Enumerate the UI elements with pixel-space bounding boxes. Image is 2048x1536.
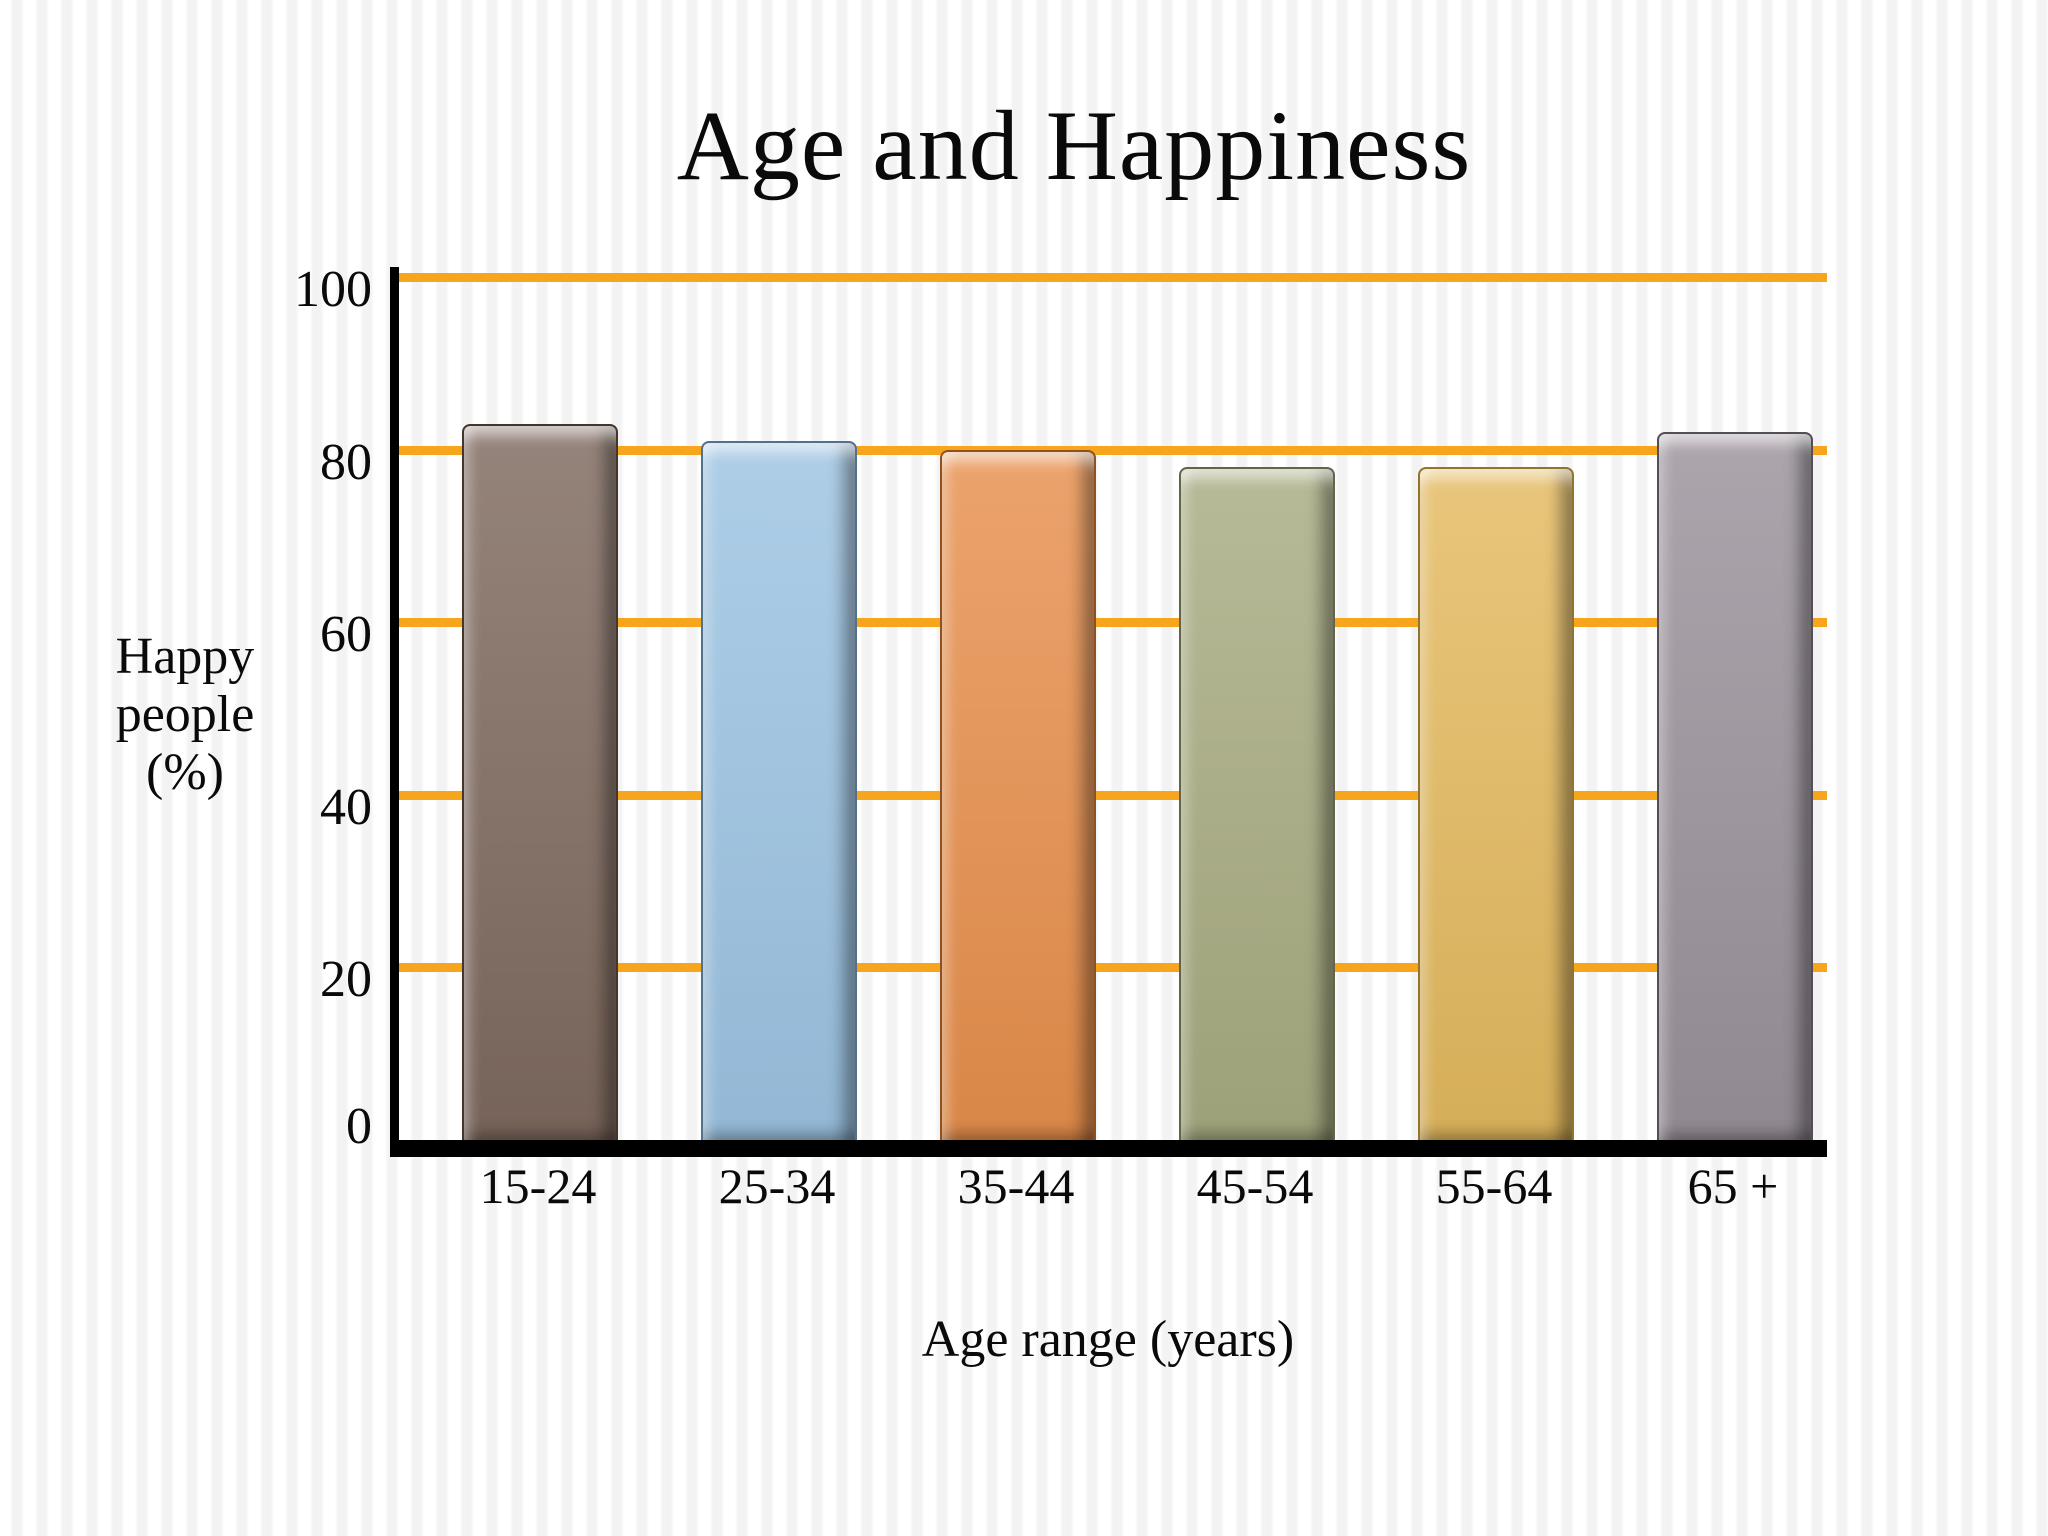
- bar-35-44: [940, 450, 1096, 1142]
- bar-45-54: [1179, 467, 1335, 1142]
- bar-15-24: [462, 424, 618, 1142]
- y-axis-title: Happy people (%): [60, 628, 310, 802]
- y-axis-title-line: (%): [146, 744, 224, 801]
- x-tick-label-45-54: 45-54: [1196, 1158, 1314, 1214]
- gridline-20: [398, 963, 1827, 972]
- x-tick-label-25-34: 25-34: [718, 1158, 836, 1214]
- gridline-100: [398, 273, 1827, 282]
- y-axis-line: [390, 267, 399, 1157]
- y-tick-label-20: 20: [320, 951, 372, 1008]
- x-axis-line: [390, 1140, 1827, 1157]
- y-tick-label-60: 60: [320, 606, 372, 663]
- bar-65+: [1657, 432, 1813, 1142]
- gridline-60: [398, 618, 1827, 627]
- y-tick-label-0: 0: [346, 1098, 372, 1155]
- bar-25-34: [701, 441, 857, 1142]
- x-tick-label-15-24: 15-24: [479, 1158, 597, 1214]
- bar-55-64: [1418, 467, 1574, 1142]
- y-tick-label-40: 40: [320, 779, 372, 836]
- chart-title: Age and Happiness: [676, 90, 1472, 201]
- y-axis-title-line: Happy: [115, 628, 255, 685]
- y-tick-label-80: 80: [320, 434, 372, 491]
- x-tick-label-55-64: 55-64: [1435, 1158, 1553, 1214]
- gridline-80: [398, 446, 1827, 455]
- x-tick-label-65+: 65 +: [1687, 1158, 1779, 1214]
- gridline-40: [398, 791, 1827, 800]
- y-tick-label-100: 100: [294, 261, 372, 318]
- x-axis-title: Age range (years): [921, 1311, 1295, 1368]
- x-tick-label-35-44: 35-44: [957, 1158, 1075, 1214]
- y-axis-title-line: people: [115, 686, 255, 743]
